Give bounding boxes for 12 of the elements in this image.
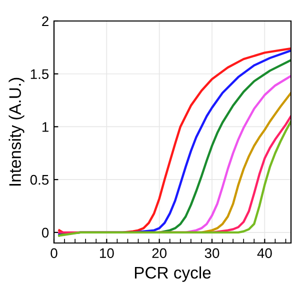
x-tick-label: 20: [152, 248, 167, 258]
y-axis-title: Intensity (A.U.): [8, 78, 24, 186]
x-tick-label: 40: [257, 248, 272, 258]
y-tick-label: 2: [42, 16, 48, 26]
y-tick-label: 1.5: [30, 69, 49, 80]
x-tick-label: 10: [100, 248, 114, 258]
x-axis-title: PCR cycle: [134, 266, 211, 282]
y-tick-label: 0: [42, 228, 49, 238]
x-tick-label: 0: [50, 248, 58, 258]
y-tick-label: 1: [42, 122, 48, 132]
y-tick-label: 0.5: [30, 174, 49, 185]
x-tick-label: 30: [204, 248, 220, 258]
